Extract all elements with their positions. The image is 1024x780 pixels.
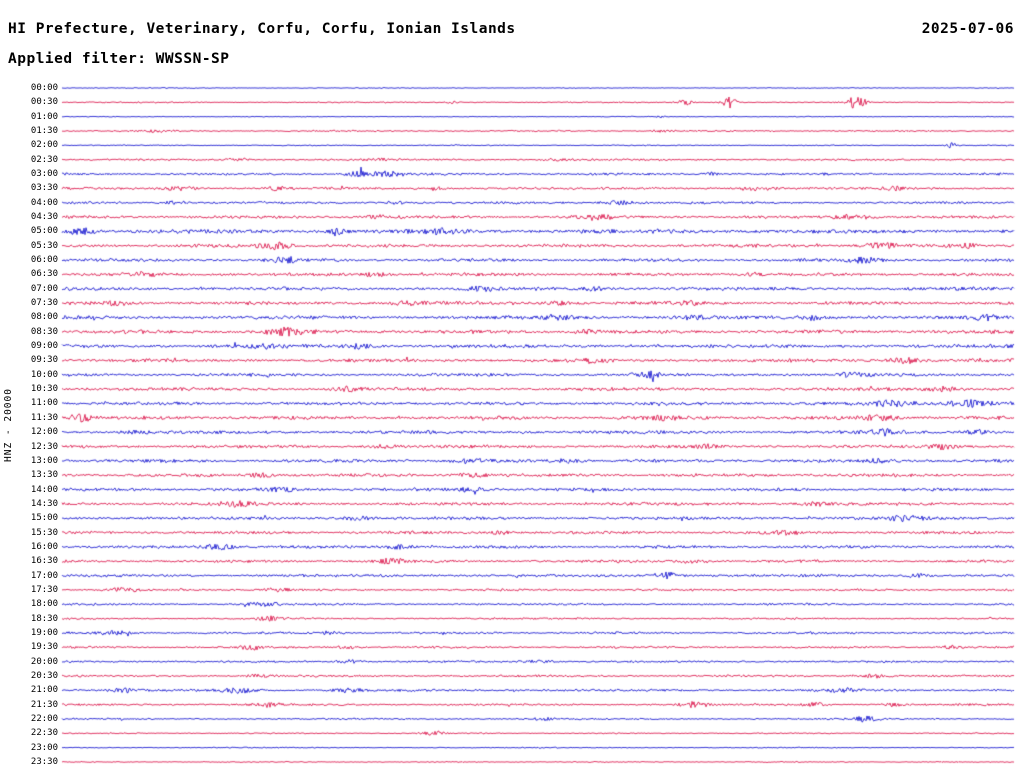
- time-label: 08:00: [30, 312, 58, 323]
- time-label: 01:30: [30, 126, 58, 137]
- time-label: 21:30: [30, 699, 58, 710]
- station-title: HI Prefecture, Veterinary, Corfu, Corfu,…: [8, 21, 516, 37]
- time-label: 13:30: [30, 470, 58, 481]
- time-label: 12:00: [30, 427, 58, 438]
- time-label: 03:30: [30, 183, 58, 194]
- date-label: 2025-07-06: [921, 21, 1014, 37]
- time-label: 18:00: [30, 599, 58, 610]
- time-label: 22:30: [30, 728, 58, 739]
- time-label: 16:00: [30, 541, 58, 552]
- time-label: 01:00: [30, 111, 58, 122]
- time-label: 05:00: [30, 226, 58, 237]
- time-label: 21:00: [30, 685, 58, 696]
- time-label: 16:30: [30, 556, 58, 567]
- time-label: 19:30: [30, 642, 58, 653]
- time-label: 12:30: [30, 441, 58, 452]
- time-label: 23:00: [30, 742, 58, 753]
- time-label: 06:00: [30, 255, 58, 266]
- time-label: 11:00: [30, 398, 58, 409]
- time-label: 20:30: [30, 670, 58, 681]
- channel-axis-label: HNZ - 20000: [3, 388, 14, 462]
- time-label: 11:30: [30, 412, 58, 423]
- time-label: 05:30: [30, 240, 58, 251]
- time-label: 17:30: [30, 584, 58, 595]
- time-label: 14:30: [30, 498, 58, 509]
- time-label: 06:30: [30, 269, 58, 280]
- time-label: 00:30: [30, 97, 58, 108]
- time-label: 04:00: [30, 197, 58, 208]
- time-label: 03:00: [30, 169, 58, 180]
- time-label: 02:30: [30, 154, 58, 165]
- time-label: 19:00: [30, 627, 58, 638]
- time-label: 10:30: [30, 384, 58, 395]
- time-label: 15:30: [30, 527, 58, 538]
- time-label: 08:30: [30, 326, 58, 337]
- time-label: 17:00: [30, 570, 58, 581]
- time-label: 00:00: [30, 83, 58, 93]
- filter-label: Applied filter: WWSSN-SP: [8, 51, 230, 67]
- time-label: 23:30: [30, 756, 58, 767]
- time-label: 15:00: [30, 513, 58, 524]
- time-label: 20:00: [30, 656, 58, 667]
- time-label: 14:00: [30, 484, 58, 495]
- time-label: 07:30: [30, 298, 58, 309]
- time-label: 22:00: [30, 713, 58, 724]
- time-label: 13:00: [30, 455, 58, 466]
- time-label: 09:00: [30, 341, 58, 352]
- time-label: 02:00: [30, 140, 58, 151]
- time-label: 04:30: [30, 212, 58, 223]
- time-label: 10:00: [30, 369, 58, 380]
- time-label: 07:00: [30, 283, 58, 294]
- time-label: 18:30: [30, 613, 58, 624]
- time-label: 09:30: [30, 355, 58, 366]
